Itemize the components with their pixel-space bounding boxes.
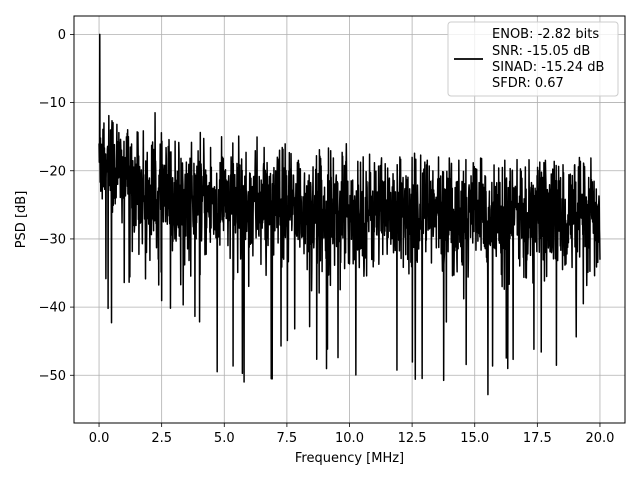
x-axis-title: Frequency [MHz] <box>295 451 404 466</box>
legend-sinad: SINAD: -15.24 dB <box>492 60 604 75</box>
x-tick-label: 7.5 <box>277 431 298 446</box>
legend-enob: ENOB: -2.82 bits <box>492 27 599 42</box>
y-tick-label: 0 <box>58 28 66 43</box>
x-tick-label: 17.5 <box>523 431 552 446</box>
y-axis-title: PSD [dB] <box>14 191 29 249</box>
psd-trace <box>98 33 601 396</box>
x-tick-label: 15.0 <box>460 431 489 446</box>
legend: ENOB: -2.82 bits SNR: -15.05 dB SINAD: -… <box>447 21 619 97</box>
x-tick-label: 20.0 <box>585 431 614 446</box>
axis-ticks: 0.0 2.5 5.0 7.5 10.0 12.5 15.0 17.5 20.0 0 −10 −20 −… <box>39 28 615 446</box>
y-tick-label: −10 <box>39 96 66 111</box>
y-tick-label: −20 <box>39 164 66 179</box>
y-tick-label: −50 <box>39 369 66 384</box>
legend-box <box>447 21 619 97</box>
y-tick-label: −30 <box>39 232 66 247</box>
x-tick-label: 0.0 <box>89 431 110 446</box>
y-tick-label: −40 <box>39 301 66 316</box>
legend-snr: SNR: -15.05 dB <box>492 44 590 59</box>
x-tick-label: 5.0 <box>214 431 235 446</box>
x-tick-label: 12.5 <box>398 431 427 446</box>
psd-series-line <box>98 33 601 396</box>
legend-sfdr: SFDR: 0.67 <box>492 76 564 91</box>
x-tick-label: 2.5 <box>151 431 172 446</box>
x-tick-label: 10.0 <box>335 431 364 446</box>
